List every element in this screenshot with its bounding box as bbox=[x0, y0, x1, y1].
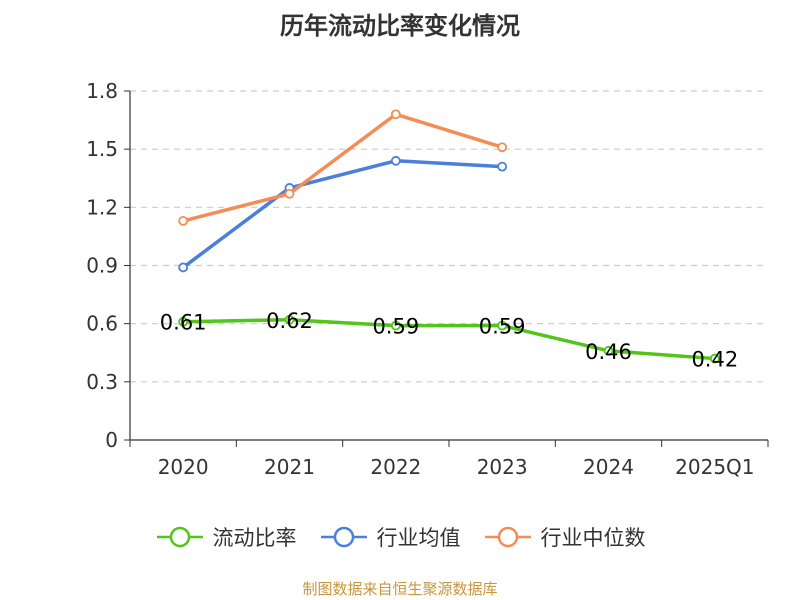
data-point bbox=[497, 161, 508, 172]
series-2 bbox=[178, 155, 508, 273]
data-label: 0.59 bbox=[479, 315, 526, 339]
x-tick-label: 2021 bbox=[264, 455, 315, 479]
data-point bbox=[390, 320, 401, 331]
series-1: 0.61 0.62 0.59 0.59 0.46 0.42 bbox=[160, 309, 738, 372]
data-point bbox=[603, 345, 614, 356]
y-tick-label: 1.5 bbox=[86, 137, 118, 161]
data-point bbox=[497, 142, 508, 153]
legend-item-1[interactable]: 流动比率 bbox=[155, 522, 297, 552]
data-point bbox=[284, 188, 295, 199]
legend-line-icon bbox=[156, 526, 203, 548]
y-tick-label: 0.6 bbox=[86, 312, 118, 336]
data-point bbox=[178, 316, 189, 327]
data-point bbox=[497, 320, 508, 331]
legend: 流动比率 行业均值 行业中位数 bbox=[0, 520, 800, 554]
data-point bbox=[390, 109, 401, 120]
data-point bbox=[178, 216, 189, 226]
legend-label: 流动比率 bbox=[212, 526, 297, 550]
x-tick-label: 2022 bbox=[370, 455, 421, 479]
legend-item-3[interactable]: 行业中位数 bbox=[483, 522, 646, 552]
data-label: 0.59 bbox=[372, 315, 419, 339]
legend-line-icon bbox=[320, 526, 367, 548]
data-label: 0.42 bbox=[691, 348, 738, 372]
data-label: 0.46 bbox=[585, 340, 632, 364]
data-point bbox=[390, 155, 401, 166]
y-tick-label: 0.9 bbox=[86, 254, 118, 278]
data-label: 0.62 bbox=[266, 309, 313, 333]
y-tick-label: 1.2 bbox=[86, 195, 118, 219]
legend-item-2[interactable]: 行业均值 bbox=[319, 522, 461, 552]
y-tick-label: 0 bbox=[105, 428, 118, 452]
y-tick-label: 0.3 bbox=[86, 370, 118, 394]
chart-title: 历年流动比率变化情况 bbox=[280, 12, 520, 40]
y-tick-label: 1.8 bbox=[86, 79, 118, 103]
legend-label: 行业中位数 bbox=[540, 526, 646, 550]
data-point bbox=[284, 314, 295, 325]
data-point bbox=[709, 353, 720, 364]
x-tick-label: 2025Q1 bbox=[675, 455, 754, 479]
data-point bbox=[178, 262, 189, 273]
x-tick-label: 2023 bbox=[477, 455, 528, 479]
series-3 bbox=[178, 109, 508, 226]
series-line bbox=[182, 112, 503, 223]
x-tick-label: 2024 bbox=[583, 455, 634, 479]
series-line bbox=[183, 318, 715, 361]
source-note: 制图数据来自恒生聚源数据库 bbox=[302, 580, 498, 598]
series-line bbox=[182, 159, 503, 269]
x-tick-label: 2020 bbox=[158, 455, 209, 479]
data-label: 0.61 bbox=[160, 311, 207, 335]
legend-line-icon bbox=[484, 526, 531, 548]
legend-label: 行业均值 bbox=[376, 526, 461, 550]
